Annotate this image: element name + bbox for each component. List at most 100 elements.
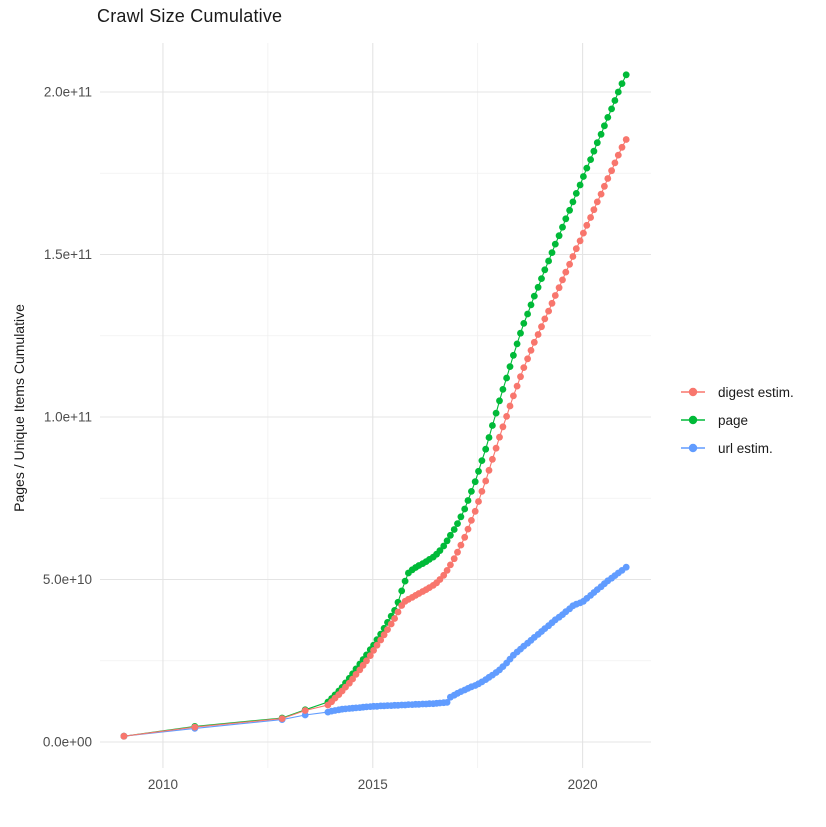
series-digest-estim-point — [583, 221, 591, 229]
series-page-point — [398, 587, 406, 595]
series-digest-estim-point — [506, 402, 514, 410]
series-page-point — [492, 409, 500, 417]
series-page-point — [534, 283, 542, 291]
series-digest-estim-point — [503, 413, 510, 420]
series-digest-estim-point — [510, 392, 517, 400]
series-page-point — [611, 97, 619, 104]
series-url-estim-point — [443, 699, 451, 706]
series-digest-estim-point — [478, 488, 486, 495]
series-page-point — [478, 457, 486, 464]
series-digest-estim-point — [545, 307, 552, 315]
series-digest-estim-point — [377, 636, 385, 644]
series-page-point — [527, 301, 535, 309]
series-digest-estim-point — [601, 182, 608, 190]
series-digest-estim-point — [387, 620, 395, 628]
series-digest-estim-point — [580, 229, 587, 237]
series-page-point — [461, 505, 469, 513]
series-digest-estim-point — [597, 190, 605, 198]
series-digest-estim-point — [496, 433, 503, 441]
legend-key-dot — [688, 387, 698, 397]
series-digest-estim-point — [538, 323, 545, 331]
series-digest-estim-point — [520, 364, 528, 371]
series-digest-estim-point — [464, 525, 472, 533]
series-page-point — [601, 122, 608, 130]
series-digest-estim-point — [590, 206, 598, 214]
series-page-point — [562, 215, 570, 223]
legend-label: digest estim. — [718, 384, 794, 400]
series-digest-estim-point — [471, 507, 479, 515]
legend-key-line-dot-key — [681, 387, 705, 397]
series-digest-estim-point — [475, 498, 482, 505]
series-page-point — [590, 147, 598, 155]
series-page-point — [471, 478, 479, 486]
series-page-point — [443, 537, 451, 545]
series-page-point — [520, 320, 528, 327]
x-tick-label: 2020 — [568, 777, 598, 792]
legend-label: url estim. — [718, 440, 773, 456]
series-digest-estim-point — [352, 671, 360, 678]
series-digest-estim-point — [524, 355, 531, 363]
series-page-point — [566, 206, 573, 214]
series-digest-estim-point — [576, 237, 584, 245]
series-digest-estim-point — [541, 315, 549, 323]
series-digest-estim-point — [443, 567, 451, 574]
series-digest-estim-point — [513, 382, 521, 390]
chart-title: Crawl Size Cumulative — [97, 6, 283, 26]
series-digest-estim-point — [611, 159, 619, 167]
series-page-point — [604, 114, 612, 121]
series-page-point — [510, 351, 517, 359]
series-page-point — [622, 71, 630, 79]
series-digest-estim-point — [391, 615, 398, 622]
series-digest-estim-point — [380, 631, 388, 639]
y-tick-label: 1.0e+11 — [44, 410, 92, 425]
series-digest-estim-point — [548, 299, 556, 307]
series-page-point — [517, 329, 524, 337]
series-digest-estim-point — [461, 533, 469, 541]
series-digest-estim-point — [499, 423, 507, 431]
series-digest-estim-point — [608, 167, 615, 175]
series-page-point — [513, 340, 521, 348]
series-digest-estim-point — [450, 555, 458, 563]
series-page-point — [503, 374, 510, 382]
series-digest-estim-point — [447, 561, 454, 569]
legend-item-page: page — [680, 406, 794, 434]
series-digest-estim-point — [527, 347, 535, 354]
legend-item-url-estim: url estim. — [680, 434, 794, 462]
series-page-point — [506, 363, 514, 370]
legend-item-digest-estim: digest estim. — [680, 378, 794, 406]
series-page-point — [436, 547, 444, 554]
series-page-point — [551, 240, 559, 248]
x-tick-label: 2010 — [148, 777, 178, 792]
series-digest-estim-point — [454, 548, 461, 556]
series-page-point — [614, 88, 622, 96]
series-page-point — [545, 257, 552, 265]
series-digest-estim-point — [551, 292, 559, 299]
series-page-point — [572, 190, 580, 197]
series-page-point — [538, 275, 545, 282]
series-digest-estim-point — [384, 626, 391, 633]
series-digest-estim-point — [566, 260, 573, 268]
series-page-point — [524, 310, 531, 318]
series-page-point — [618, 80, 626, 87]
series-page-point — [583, 164, 591, 172]
legend-label: page — [718, 412, 749, 428]
y-tick-label: 0.0e+00 — [43, 735, 92, 750]
series-page-point — [464, 497, 472, 504]
series-page-point — [548, 249, 556, 256]
series-digest-estim-point — [301, 707, 309, 714]
series-digest-estim-point — [517, 373, 524, 381]
series-digest-estim-point — [457, 541, 465, 549]
series-page-point — [499, 386, 507, 393]
series-digest-estim-point — [492, 444, 500, 452]
series-page-point — [541, 266, 549, 274]
series-digest-estim-point — [614, 151, 622, 159]
series-digest-estim-point — [485, 466, 493, 474]
series-digest-estim-point — [394, 608, 402, 616]
series-digest-estim-point — [120, 732, 128, 740]
y-tick-label: 5.0e+10 — [43, 572, 92, 587]
series-page-point — [569, 198, 577, 206]
series-digest-estim-point — [363, 657, 370, 665]
series-digest-estim-point — [593, 198, 601, 206]
